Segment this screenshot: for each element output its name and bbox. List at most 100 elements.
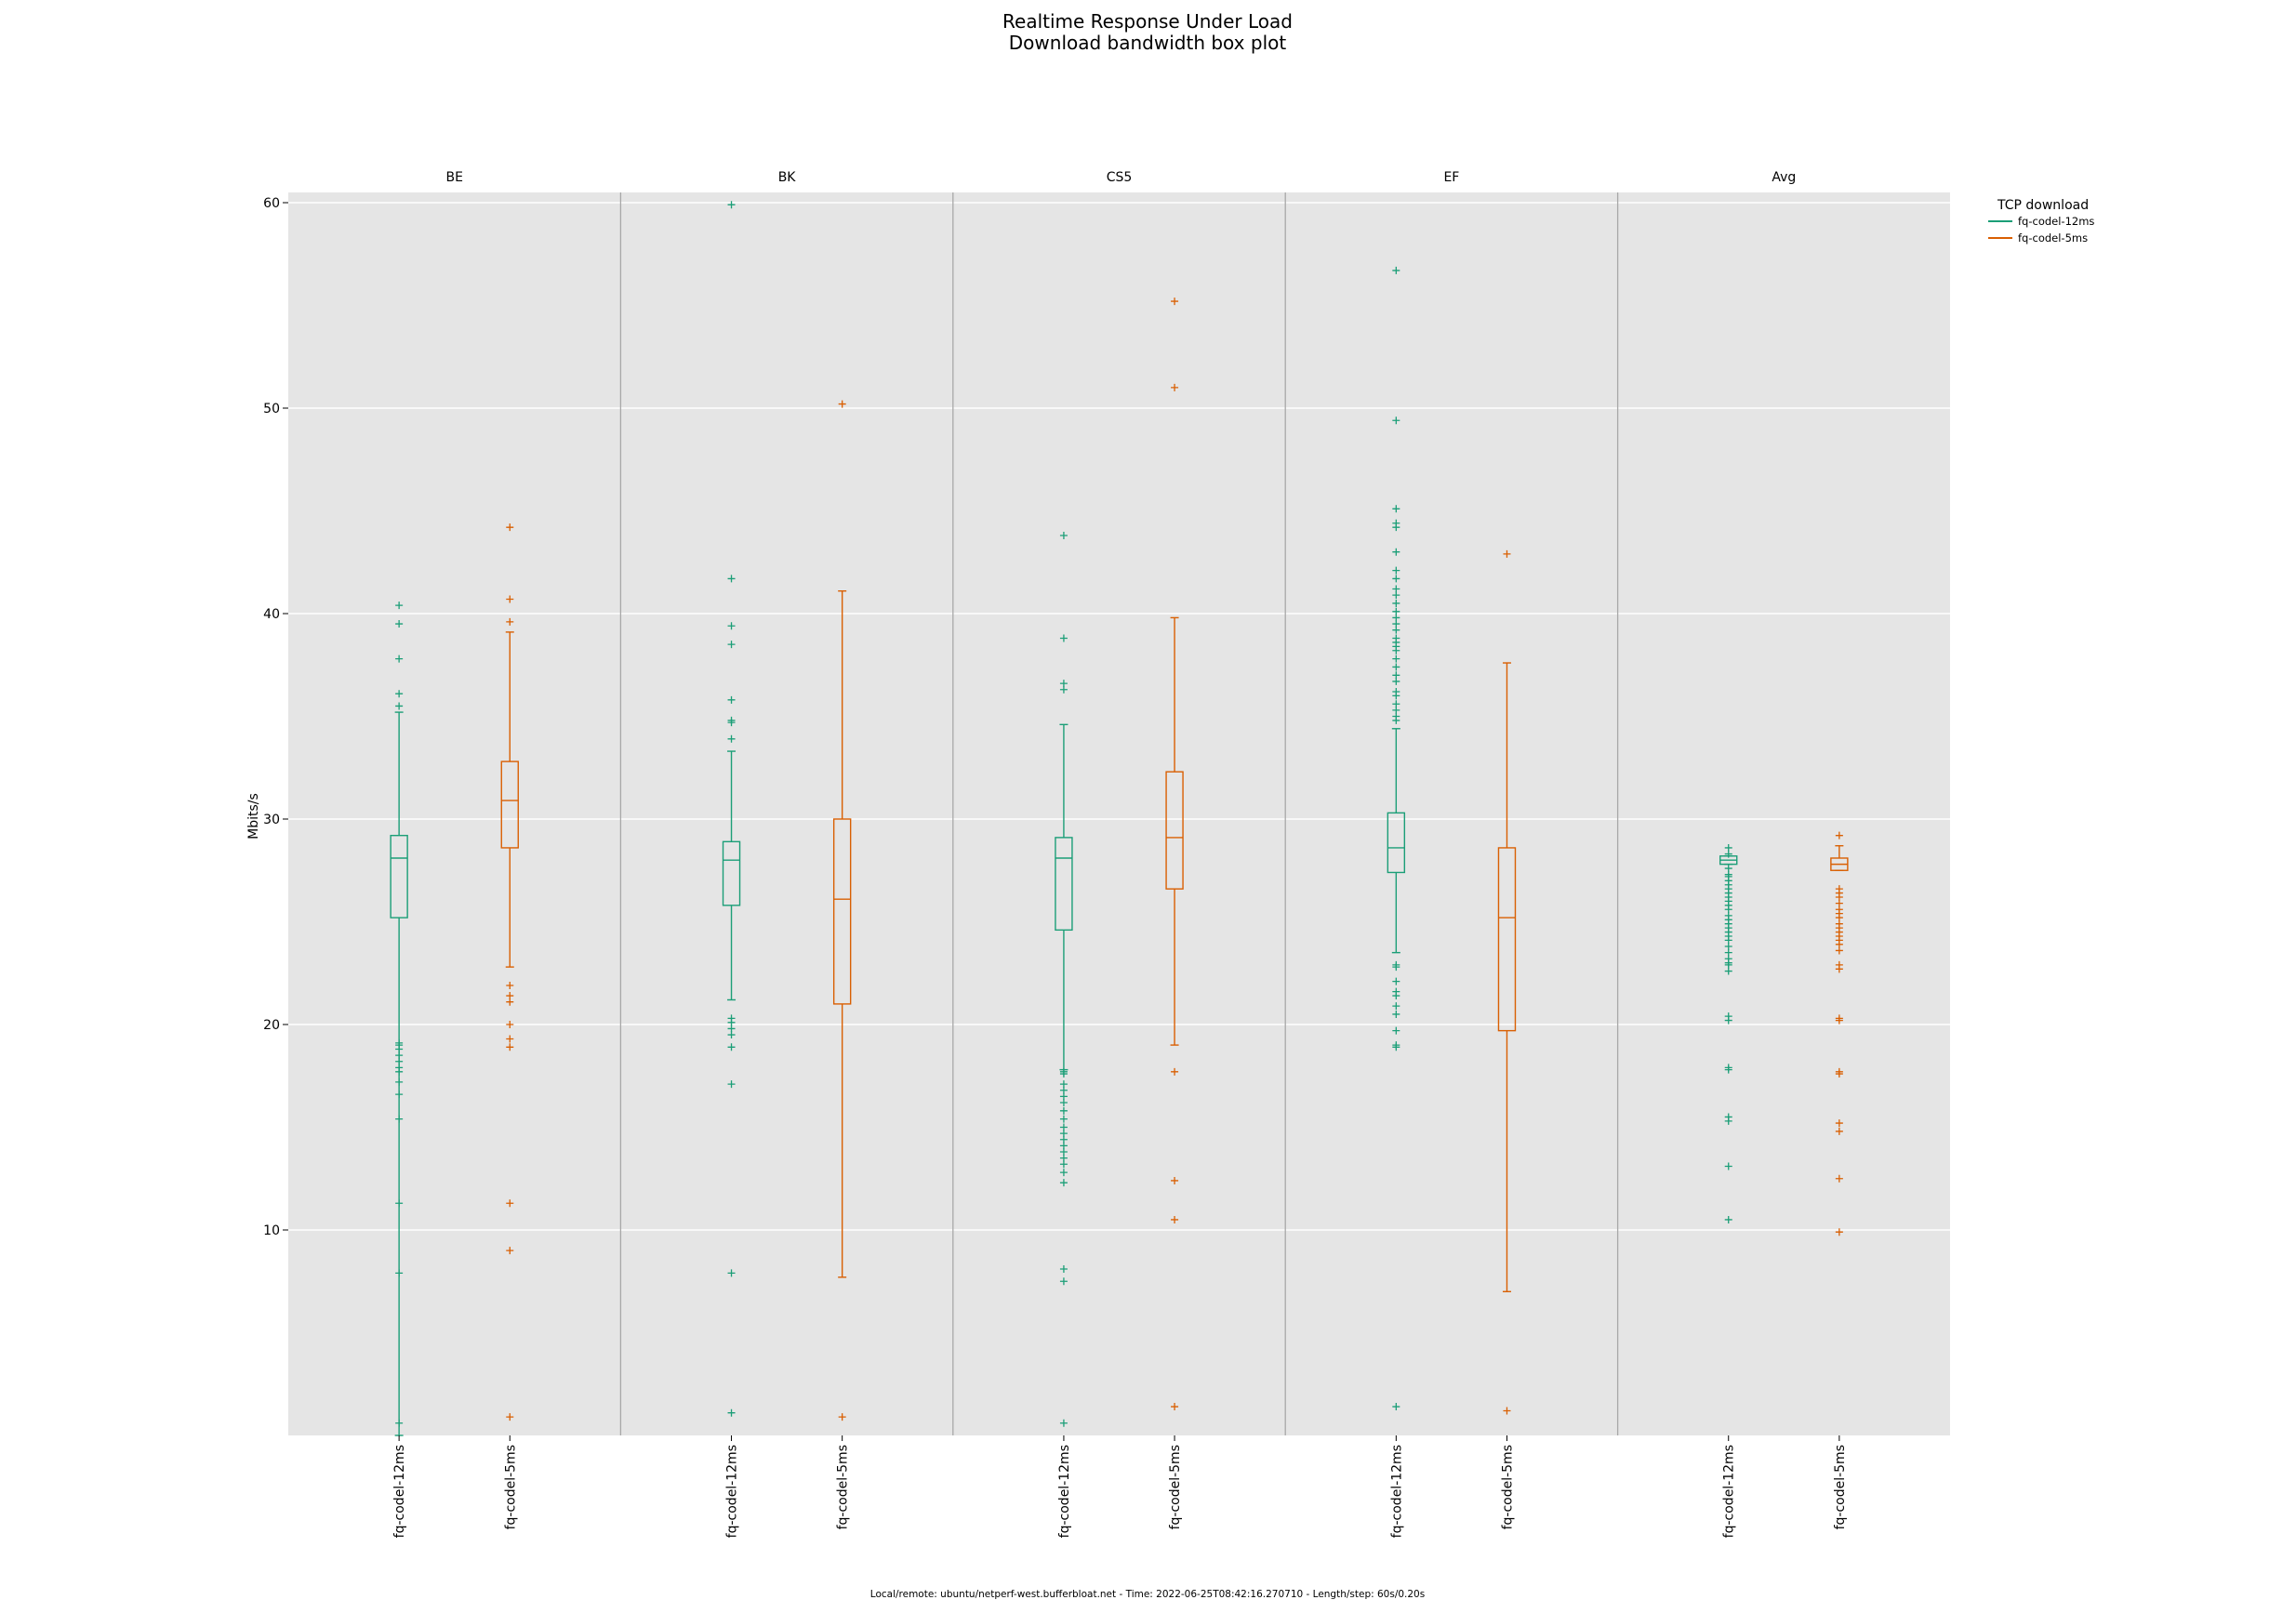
iqr-box xyxy=(500,760,519,849)
outlier-marker xyxy=(1392,266,1400,274)
box-be-fq-codel-12ms xyxy=(390,602,408,1436)
outlier-marker xyxy=(1059,1419,1068,1427)
outlier-marker xyxy=(1724,967,1732,975)
y-axis-ticks: 10 20 30 40 50 60 xyxy=(263,196,288,1238)
chart-title: Realtime Response Under Load xyxy=(1002,10,1293,33)
outlier-marker xyxy=(1392,716,1400,724)
outlier-marker xyxy=(506,1021,514,1028)
outlier-marker xyxy=(395,1115,404,1123)
outlier-marker xyxy=(506,595,514,603)
iqr-box xyxy=(1055,837,1073,932)
gridlines xyxy=(288,202,1950,1231)
outlier-marker xyxy=(1059,1098,1068,1106)
outlier-marker xyxy=(1503,549,1511,558)
legend: TCP download fq-codel-12ms fq-codel-5ms xyxy=(1988,198,2094,245)
y-tick-label-40: 40 xyxy=(263,607,280,622)
outlier-marker xyxy=(1835,831,1843,840)
panel-title-bk: BK xyxy=(778,170,797,185)
outlier-marker xyxy=(1171,1067,1179,1076)
outlier-marker xyxy=(395,620,404,628)
y-tick-label-50: 50 xyxy=(263,402,280,416)
outlier-marker xyxy=(1171,1176,1179,1184)
iqr-box xyxy=(722,840,741,906)
box-cs5-fq-codel-5ms xyxy=(1165,297,1184,1411)
outlier-marker xyxy=(1059,532,1068,540)
outlier-marker xyxy=(395,1078,404,1086)
outlier-marker xyxy=(1724,1117,1732,1125)
outlier-marker xyxy=(1059,1264,1068,1273)
box-avg-fq-codel-5ms xyxy=(1830,831,1849,1236)
outlier-marker xyxy=(395,1269,404,1277)
x-tick-label-fq-codel-5ms: fq-codel-5ms xyxy=(503,1445,518,1529)
x-tick-label-fq-codel-12ms: fq-codel-12ms xyxy=(1057,1445,1072,1538)
outlier-marker xyxy=(727,1080,736,1089)
x-tick-label-fq-codel-5ms: fq-codel-5ms xyxy=(1168,1445,1183,1529)
outlier-marker xyxy=(395,690,404,698)
chart-subtitle: Download bandwidth box plot xyxy=(1009,32,1287,54)
outlier-marker xyxy=(1835,1016,1843,1025)
outlier-marker xyxy=(1392,416,1400,425)
box-bk-fq-codel-12ms xyxy=(722,201,741,1417)
outlier-marker xyxy=(1392,646,1400,654)
x-tick-label-fq-codel-5ms: fq-codel-5ms xyxy=(836,1445,851,1529)
outlier-marker xyxy=(1392,566,1400,575)
outlier-marker xyxy=(506,1043,514,1051)
box-ef-fq-codel-5ms xyxy=(1497,549,1517,1415)
legend-title: TCP download xyxy=(1997,198,2089,213)
outlier-marker xyxy=(1392,591,1400,600)
outlier-marker xyxy=(1392,1403,1400,1411)
iqr-box xyxy=(1497,847,1517,1032)
outlier-marker xyxy=(1835,1070,1843,1078)
outlier-marker xyxy=(506,982,514,990)
panel-title-avg: Avg xyxy=(1772,170,1796,185)
outlier-marker xyxy=(1392,663,1400,671)
box-avg-fq-codel-12ms xyxy=(1719,843,1738,1223)
outlier-marker xyxy=(1059,1179,1068,1187)
y-tick-label-60: 60 xyxy=(263,196,280,211)
outlier-marker xyxy=(727,201,736,209)
outlier-marker xyxy=(727,641,736,649)
outlier-marker xyxy=(506,1413,514,1421)
boxes xyxy=(390,201,1849,1436)
outlier-marker xyxy=(395,1067,404,1076)
panel-title-be: BE xyxy=(445,170,462,185)
y-tick-label-20: 20 xyxy=(263,1018,280,1033)
legend-label-fq-codel-5ms: fq-codel-5ms xyxy=(2018,231,2088,245)
box-cs5-fq-codel-12ms xyxy=(1055,532,1073,1427)
plot-background xyxy=(288,192,1950,1435)
x-tick-label-fq-codel-12ms: fq-codel-12ms xyxy=(725,1445,740,1538)
outlier-marker xyxy=(1059,1277,1068,1286)
panel-title-ef: EF xyxy=(1443,170,1459,185)
outlier-marker xyxy=(506,523,514,532)
outlier-marker xyxy=(395,654,404,663)
outlier-marker xyxy=(1392,599,1400,607)
outlier-marker xyxy=(1059,1070,1068,1078)
outlier-marker xyxy=(1835,965,1843,973)
outlier-marker xyxy=(395,1091,404,1099)
outlier-marker xyxy=(1392,692,1400,700)
x-axis-ticks: fq-codel-12ms fq-codel-5ms fq-codel-12ms fq… xyxy=(392,1435,1848,1538)
outlier-marker xyxy=(1724,1016,1732,1025)
y-tick-label-30: 30 xyxy=(263,813,280,827)
outlier-marker xyxy=(1059,685,1068,694)
outlier-marker xyxy=(1171,383,1179,391)
outlier-marker xyxy=(1171,297,1179,306)
outlier-marker xyxy=(838,400,846,408)
x-tick-label-fq-codel-5ms: fq-codel-5ms xyxy=(1500,1445,1515,1529)
outlier-marker xyxy=(727,622,736,630)
outlier-marker xyxy=(1059,1169,1068,1177)
outlier-marker xyxy=(395,702,404,710)
outlier-marker xyxy=(506,998,514,1006)
outlier-marker xyxy=(727,1043,736,1051)
outlier-marker xyxy=(1392,1002,1400,1011)
iqr-box xyxy=(1165,771,1184,890)
x-tick-label-fq-codel-5ms: fq-codel-5ms xyxy=(1833,1445,1848,1529)
panel-separators xyxy=(619,192,1619,1435)
outlier-marker xyxy=(1392,963,1400,972)
outlier-marker xyxy=(1059,1106,1068,1115)
outlier-marker xyxy=(727,719,736,727)
outlier-marker xyxy=(1059,634,1068,642)
outlier-marker xyxy=(727,734,736,743)
outlier-marker xyxy=(727,1269,736,1277)
outlier-marker xyxy=(1724,850,1732,858)
